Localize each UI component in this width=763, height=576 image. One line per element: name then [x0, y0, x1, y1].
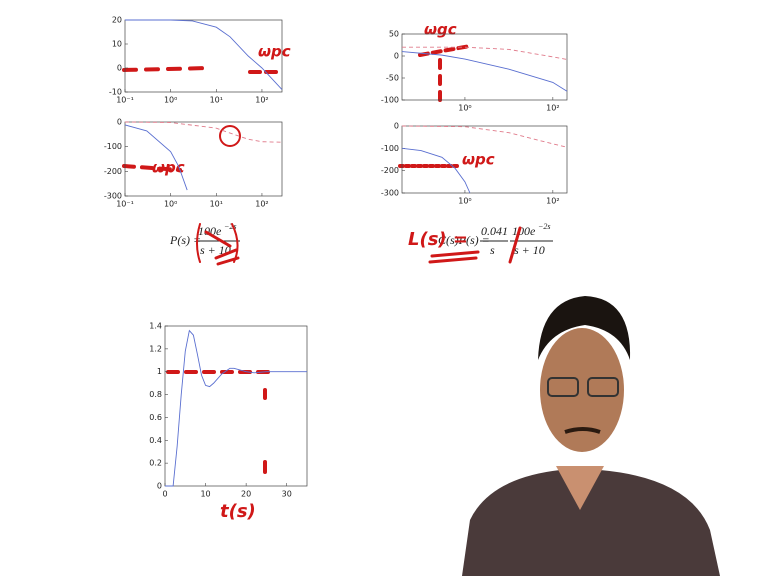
x-tick-label: 20 [241, 490, 251, 499]
y-tick-label: 0.8 [149, 390, 162, 399]
y-tick-label: 0 [394, 122, 399, 131]
x-tick-label: 10¹ [210, 200, 223, 209]
handwriting: ωpc [462, 151, 495, 169]
y-tick-label: -100 [104, 142, 122, 151]
y-tick-label: -100 [381, 96, 399, 105]
y-tick-label: 10 [112, 40, 122, 49]
y-tick-label: 1.2 [149, 344, 162, 353]
y-tick-label: -200 [381, 166, 399, 175]
presenter [462, 296, 720, 576]
x-tick-label: 10⁻¹ [116, 96, 134, 105]
x-tick-label: 10 [200, 490, 210, 499]
x-tick-label: 10⁰ [458, 197, 471, 206]
y-tick-label: 20 [112, 16, 122, 25]
y-tick-label: 0 [157, 482, 162, 491]
y-tick-label: -200 [104, 167, 122, 176]
y-tick-label: -50 [386, 74, 399, 83]
y-tick-label: 1 [157, 367, 162, 376]
formula: s [490, 243, 495, 257]
x-tick-label: 10² [546, 104, 559, 113]
x-tick-label: 10⁰ [164, 96, 177, 105]
formula: 100e [512, 224, 536, 238]
handwriting: ωpc [258, 43, 291, 61]
y-tick-label: 0.6 [149, 413, 162, 422]
formula: −2s [538, 222, 551, 231]
formula: 0.041 [481, 224, 508, 238]
series-line [402, 52, 567, 92]
x-tick-label: 10⁰ [164, 200, 177, 209]
series-line [165, 331, 307, 486]
y-tick-label: 0.2 [149, 459, 162, 468]
y-tick-label: 0.4 [149, 436, 162, 445]
y-tick-label: -300 [381, 189, 399, 198]
handwriting: L(s) = [408, 229, 468, 250]
series-line [402, 148, 470, 193]
lecture-frame: P(s) = 100e −2s s + 10 C(s)P(s) = 0.041 … [0, 0, 763, 576]
x-tick-label: 10² [255, 200, 268, 209]
series-line [402, 126, 567, 147]
y-tick-label: 1.4 [149, 322, 162, 331]
x-tick-label: 10⁰ [458, 104, 471, 113]
x-tick-label: 10¹ [210, 96, 223, 105]
plot-frame [165, 326, 307, 486]
x-tick-label: 0 [162, 490, 167, 499]
x-tick-label: 10⁻¹ [116, 200, 134, 209]
handwriting: ωgc [424, 21, 457, 39]
plot-frame [402, 34, 567, 100]
plot-frame [125, 122, 282, 196]
y-tick-label: -100 [381, 144, 399, 153]
handwriting: t(s) [220, 501, 256, 522]
y-tick-label: 50 [389, 30, 399, 39]
x-tick-label: 30 [282, 490, 292, 499]
x-tick-label: 10² [546, 197, 559, 206]
y-tick-label: 0 [394, 52, 399, 61]
formula: s + 10 [514, 243, 545, 257]
y-tick-label: 0 [117, 64, 122, 73]
x-tick-label: 10² [255, 96, 268, 105]
y-tick-label: 0 [117, 118, 122, 127]
